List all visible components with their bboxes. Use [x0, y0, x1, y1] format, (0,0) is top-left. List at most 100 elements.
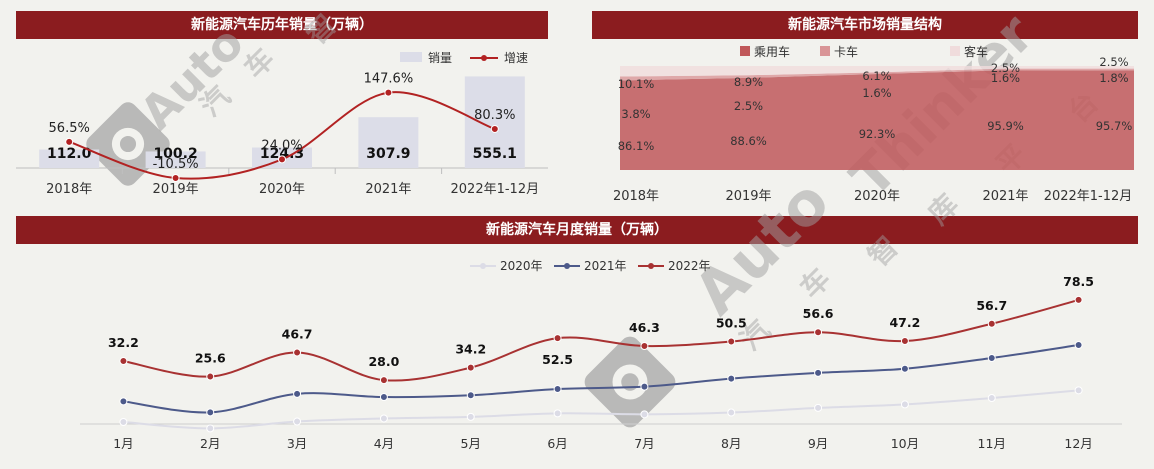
- legend-label-sales: 销量: [428, 51, 452, 65]
- area-layer-0: [620, 70, 1134, 170]
- growth-label-1: -10.5%: [153, 157, 199, 172]
- monthly-line-2021年: [123, 344, 1079, 414]
- annual-tick-1: 2019年: [153, 182, 199, 197]
- annual-tick-4: 2022年1-12月: [451, 182, 540, 197]
- structure-legend-swatch-1: [820, 46, 830, 56]
- monthly-point-0-9: [900, 400, 909, 409]
- annual-bar-1: [145, 151, 206, 168]
- monthly-point-1-8: [814, 368, 823, 377]
- annual-tick-3: 2021年: [365, 182, 411, 197]
- monthly-point-2-9: [900, 337, 909, 346]
- monthly-label-3: 28.0: [368, 354, 399, 369]
- structure-label-0-0: 86.1%: [618, 139, 655, 153]
- monthly-point-2-1: [206, 372, 215, 381]
- structure-label-2-2: 6.1%: [862, 69, 891, 83]
- monthly-point-0-10: [987, 394, 996, 402]
- monthly-legend-label-0: 2020年: [500, 259, 543, 273]
- monthly-tick-5: 6月: [547, 436, 567, 451]
- monthly-line-2022年: [123, 298, 1079, 382]
- monthly-tick-9: 10月: [891, 436, 919, 451]
- monthly-point-1-5: [553, 385, 562, 394]
- growth-point-4: [490, 124, 499, 133]
- annual-bar-3: [358, 117, 419, 168]
- monthly-label-2: 46.7: [282, 327, 313, 342]
- monthly-point-1-6: [640, 382, 649, 391]
- structure-label-2-4: 2.5%: [1099, 55, 1128, 69]
- monthly-label-11: 78.5: [1063, 274, 1094, 289]
- annual-bar-label-0: 112.0: [47, 146, 92, 162]
- structure-label-0-1: 88.6%: [730, 134, 767, 148]
- annual-bar-label-3: 307.9: [366, 146, 410, 162]
- annual-sales-title: 新能源汽车历年销量（万辆）: [16, 11, 548, 39]
- monthly-legend-dot-1: [564, 263, 570, 269]
- monthly-point-1-4: [466, 391, 475, 400]
- monthly-point-0-6: [640, 410, 649, 419]
- monthly-point-2-11: [1074, 295, 1083, 304]
- watermark-logo-1-dot: [119, 135, 137, 153]
- monthly-point-1-1: [206, 408, 215, 417]
- annual-tick-0: 2018年: [46, 182, 92, 197]
- area-layer-2: [620, 66, 1134, 77]
- monthly-point-1-2: [293, 389, 302, 398]
- annual-bar-label-2: 124.3: [260, 146, 304, 162]
- legend-swatch-sales: [400, 52, 422, 62]
- structure-title: 新能源汽车市场销量结构: [592, 11, 1138, 39]
- structure-tick-0: 2018年: [613, 189, 659, 204]
- annual-bar-4: [464, 76, 525, 168]
- growth-label-0: 56.5%: [49, 121, 90, 136]
- structure-tick-4: 2022年1-12月: [1044, 189, 1133, 204]
- annual-bar-0: [39, 149, 100, 168]
- legend-dot-growth: [481, 55, 487, 61]
- monthly-point-1-11: [1074, 341, 1083, 350]
- structure-legend-label-2: 客车: [964, 44, 988, 59]
- structure-label-1-2: 1.6%: [862, 86, 891, 100]
- monthly-label-9: 47.2: [889, 315, 920, 330]
- monthly-point-2-5: [553, 334, 562, 343]
- monthly-point-0-1: [206, 424, 215, 433]
- monthly-point-2-0: [119, 357, 128, 366]
- monthly-label-5: 52.5: [542, 352, 573, 367]
- monthly-point-1-7: [727, 374, 736, 383]
- monthly-legend-dot-2: [648, 263, 654, 269]
- monthly-legend-label-2: 2022年: [668, 259, 711, 273]
- monthly-tick-6: 7月: [634, 436, 654, 451]
- monthly-point-0-4: [466, 412, 475, 421]
- annual-bar-label-4: 555.1: [473, 146, 517, 162]
- structure-label-0-4: 95.7%: [1096, 119, 1133, 133]
- monthly-point-0-5: [553, 409, 562, 418]
- monthly-label-8: 56.6: [803, 306, 834, 321]
- growth-point-3: [384, 88, 393, 97]
- monthly-point-2-3: [379, 376, 388, 385]
- monthly-sales-title: 新能源汽车月度销量（万辆）: [16, 216, 1138, 244]
- monthly-tick-8: 9月: [808, 436, 828, 451]
- monthly-label-6: 46.3: [629, 320, 660, 335]
- structure-label-1-3: 1.6%: [991, 71, 1020, 85]
- growth-point-2: [278, 155, 286, 164]
- structure-legend-label-0: 乘用车: [754, 44, 790, 59]
- area-layer-1: [620, 68, 1134, 81]
- monthly-point-1-9: [900, 364, 909, 373]
- monthly-point-0-3: [379, 414, 388, 423]
- monthly-point-1-0: [119, 397, 128, 406]
- monthly-label-0: 32.2: [108, 335, 139, 350]
- growth-label-2: 24.0%: [261, 138, 302, 153]
- monthly-point-0-11: [1074, 386, 1083, 395]
- monthly-tick-3: 4月: [374, 436, 394, 451]
- monthly-label-10: 56.7: [976, 298, 1007, 313]
- structure-tick-1: 2019年: [725, 189, 771, 204]
- growth-label-3: 147.6%: [364, 72, 414, 87]
- monthly-point-1-3: [379, 393, 388, 402]
- monthly-point-0-8: [814, 403, 823, 412]
- growth-label-4: 80.3%: [474, 108, 515, 123]
- watermark-logo-2-dot: [621, 373, 639, 391]
- annual-bar-label-1: 100.2: [153, 146, 197, 162]
- legend-label-growth: 增速: [504, 51, 528, 65]
- structure-label-1-0: 3.8%: [621, 107, 650, 121]
- monthly-point-1-10: [987, 354, 996, 362]
- structure-label-2-1: 8.9%: [734, 75, 763, 89]
- monthly-tick-1: 2月: [200, 436, 220, 451]
- monthly-point-2-6: [640, 342, 649, 350]
